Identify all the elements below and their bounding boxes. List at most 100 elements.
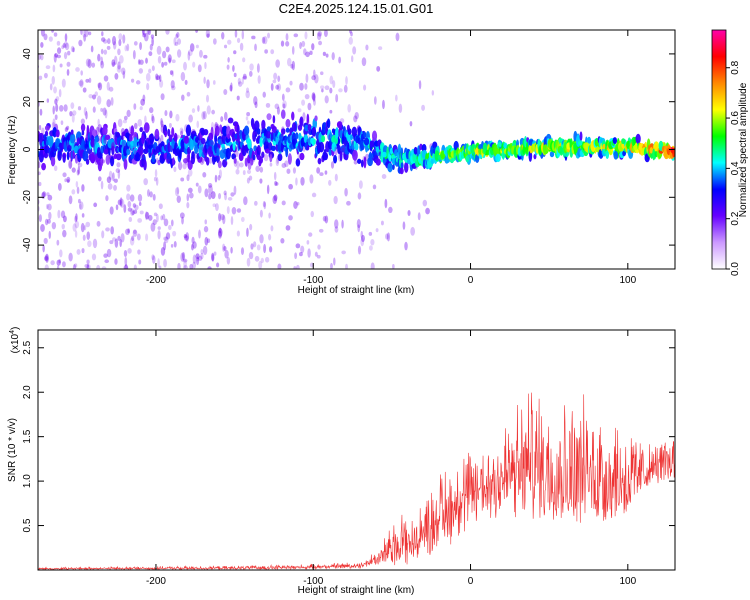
spectrogram-scatter — [277, 75, 281, 83]
spectrogram-blob — [363, 131, 366, 138]
spectrogram-scatter — [137, 118, 143, 127]
y-tick-label: 1.0 — [22, 474, 33, 488]
spectrogram-scatter — [304, 94, 310, 100]
spectrogram-scatter — [375, 228, 379, 233]
spectrogram-scatter — [61, 45, 65, 50]
spectrogram-scatter — [206, 79, 210, 89]
spectrogram-blob — [299, 116, 304, 128]
spectrogram-scatter — [176, 195, 181, 203]
spectrogram-scatter — [320, 71, 324, 76]
spectrogram-blob — [70, 129, 74, 135]
spectrogram-scatter — [152, 255, 156, 264]
spectrogram-scatter — [343, 84, 348, 93]
spectrogram-scatter — [341, 250, 346, 255]
spectrogram-scatter — [181, 252, 186, 261]
spectrogram-blob — [266, 126, 272, 132]
spectrogram-scatter — [292, 167, 297, 174]
spectrogram-scatter — [126, 109, 131, 118]
spectrogram-scatter — [123, 115, 128, 121]
y-tick-label: 2.5 — [22, 340, 33, 354]
spectrogram-scatter — [264, 49, 268, 54]
spectrogram-blob — [256, 128, 261, 135]
spectrogram-scatter — [82, 30, 86, 38]
spectrogram-scatter — [221, 32, 225, 40]
spectrogram-scatter — [334, 226, 339, 233]
spectrogram-blob — [633, 144, 638, 151]
spectrogram-scatter — [61, 78, 66, 88]
spectrogram-blob — [55, 131, 59, 138]
spectrogram-blob — [485, 149, 490, 156]
spectrogram-scatter — [369, 245, 373, 251]
spectrogram-scatter — [70, 102, 75, 110]
x-tick-label: 100 — [619, 576, 636, 587]
spectrogram-scatter — [214, 130, 218, 137]
spectrogram-scatter — [237, 77, 241, 85]
spectrogram-scatter — [378, 46, 383, 50]
spectrogram-scatter — [192, 241, 197, 249]
spectrogram-scatter — [40, 54, 44, 61]
spectrogram-scatter — [230, 82, 233, 92]
spectrogram-scatter — [183, 265, 188, 269]
spectrogram-scatter — [171, 85, 176, 91]
spectrogram-scatter — [81, 248, 85, 254]
spectrogram-scatter — [230, 216, 234, 226]
spectrogram-scatter — [74, 230, 78, 238]
spectrogram-scatter — [149, 135, 155, 140]
colorbar-tick-label: 0.0 — [730, 262, 741, 276]
spectrogram-scatter — [56, 259, 61, 266]
spectrogram-blob — [261, 151, 265, 159]
spectrogram-scatter — [203, 226, 209, 233]
spectrogram-scatter — [303, 48, 307, 56]
spectrogram-scatter — [316, 167, 321, 174]
spectrogram-blob — [291, 111, 295, 121]
spectrogram-scatter — [317, 32, 322, 41]
y-tick-label: 0 — [22, 146, 33, 152]
x-tick-label: -100 — [303, 275, 323, 286]
spectrogram-scatter — [64, 178, 68, 183]
spectrogram-scatter — [175, 33, 179, 39]
spectrogram-scatter — [112, 35, 117, 46]
spectrogram-blob — [399, 167, 404, 175]
spectrogram-scatter — [101, 159, 105, 164]
spectrogram-scatter — [123, 249, 128, 258]
spectrogram-scatter — [392, 264, 395, 269]
spectrogram-scatter — [38, 181, 42, 187]
spectrogram-scatter — [224, 192, 227, 201]
spectrogram-scatter — [321, 88, 324, 93]
spectrogram-scatter — [139, 106, 143, 111]
spectrogram-blob — [85, 158, 90, 165]
spectrogram-scatter — [410, 226, 416, 236]
spectrogram-scatter — [253, 96, 258, 106]
spectrogram-scatter — [43, 33, 48, 41]
spectrogram-scatter — [86, 231, 91, 240]
spectrogram-scatter — [150, 34, 155, 39]
spectrogram-scatter — [155, 177, 159, 186]
spectrogram-scatter — [51, 75, 55, 85]
spectrogram-scatter — [210, 121, 215, 132]
spectrogram-scatter — [354, 111, 359, 120]
spectrogram-scatter — [195, 256, 200, 266]
spectrogram-scatter — [241, 30, 245, 40]
spectrogram-blob — [91, 129, 98, 137]
spectrogram-scatter — [120, 128, 125, 136]
spectrogram-scatter — [116, 162, 121, 168]
spectrogram-scatter — [324, 85, 330, 91]
spectrogram-blob — [219, 124, 223, 131]
spectrogram-scatter — [295, 177, 298, 186]
spectrogram-blob — [217, 160, 222, 169]
x-tick-label: 0 — [468, 275, 474, 286]
spectrogram-scatter — [179, 212, 185, 219]
spectrogram-scatter — [70, 45, 75, 53]
spectrogram-scatter — [51, 221, 57, 230]
snr-series-line — [38, 392, 675, 570]
spectrogram-scatter — [311, 192, 317, 198]
spectrogram-scatter — [71, 167, 76, 173]
spectrogram-scatter — [246, 177, 250, 184]
spectrogram-blob — [412, 153, 417, 162]
spectrogram-scatter — [77, 157, 81, 166]
spectrogram-blob — [250, 158, 254, 166]
spectrogram-scatter — [356, 218, 361, 229]
spectrogram-blob — [125, 132, 130, 139]
snr-x-label: Height of straight line (km) — [298, 585, 415, 596]
spectrogram-scatter — [54, 114, 58, 121]
